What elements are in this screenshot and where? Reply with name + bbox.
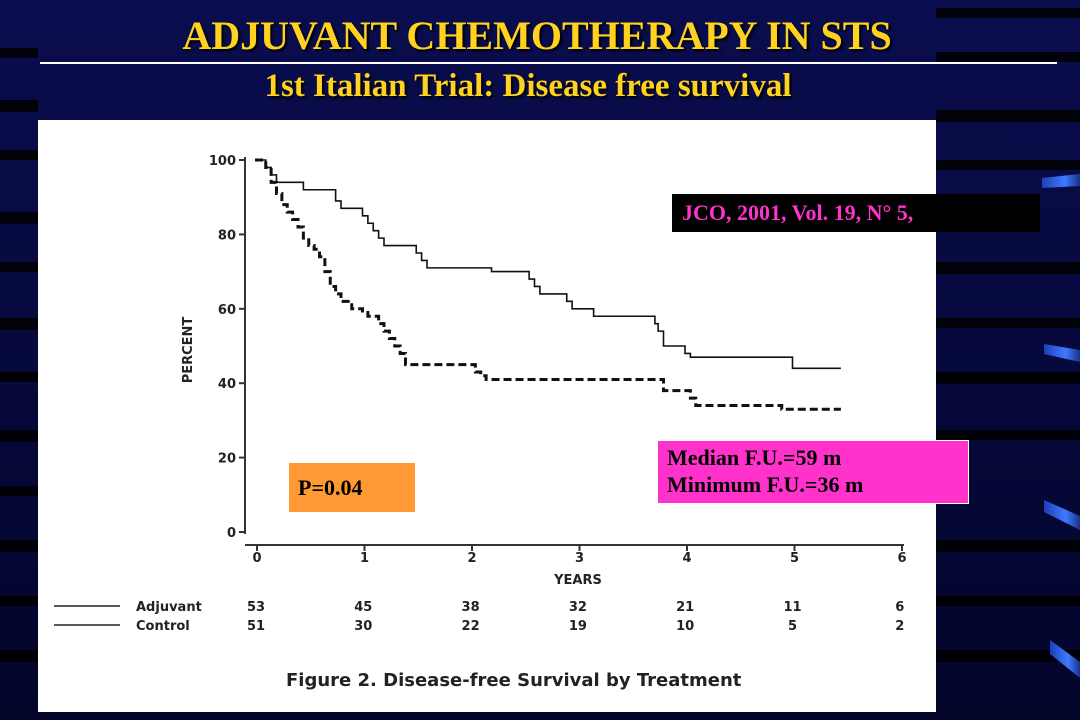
at-risk-value: 11 <box>783 600 801 615</box>
title-divider <box>40 62 1057 64</box>
at-risk-value: 22 <box>462 619 480 634</box>
at-risk-value: 38 <box>462 600 480 615</box>
at-risk-row-label: Control <box>136 619 190 634</box>
p-value-label: P=0.04 <box>289 463 415 512</box>
slide-title: ADJUVANT CHEMOTHERAPY IN STS <box>182 13 892 58</box>
at-risk-value: 53 <box>247 600 265 615</box>
x-tick-label: 1 <box>360 551 369 566</box>
slide-subtitle: 1st Italian Trial: Disease free survival <box>264 68 792 104</box>
x-tick-label: 2 <box>467 551 476 566</box>
x-tick-label: 5 <box>790 551 799 566</box>
x-tick-label: 3 <box>575 551 584 566</box>
at-risk-value: 10 <box>676 619 694 634</box>
right-stripes <box>936 8 1080 662</box>
y-axis-title: PERCENT <box>181 317 196 384</box>
citation-label: JCO, 2001, Vol. 19, N° 5, <box>672 194 1040 232</box>
y-tick-label: 20 <box>218 452 236 467</box>
at-risk-value: 30 <box>354 619 372 634</box>
at-risk-value: 32 <box>569 600 587 615</box>
survival-curve-adjuvant <box>255 159 841 370</box>
at-risk-value: 6 <box>895 600 904 615</box>
left-stripes <box>0 48 38 662</box>
at-risk-value: 5 <box>788 619 797 634</box>
x-tick-label: 4 <box>682 551 691 566</box>
y-tick-label: 40 <box>218 377 236 392</box>
at-risk-row-label: Adjuvant <box>136 600 202 615</box>
followup-label: Median F.U.=59 m Minimum F.U.=36 m <box>657 440 969 504</box>
y-tick-label: 60 <box>218 303 236 318</box>
at-risk-value: 2 <box>895 619 904 634</box>
at-risk-value: 45 <box>354 600 372 615</box>
at-risk-value: 19 <box>569 619 587 634</box>
y-tick-label: 0 <box>227 526 236 541</box>
y-tick-label: 100 <box>209 154 236 169</box>
y-tick-label: 80 <box>218 228 236 243</box>
blue-accent-bars <box>1042 174 1080 678</box>
figure-caption: Figure 2. Disease-free Survival by Treat… <box>286 670 742 691</box>
at-risk-value: 21 <box>676 600 694 615</box>
minimum-followup-text: Minimum F.U.=36 m <box>667 472 864 497</box>
x-axis-title: YEARS <box>553 573 602 588</box>
median-followup-text: Median F.U.=59 m <box>667 445 842 470</box>
at-risk-value: 51 <box>247 619 265 634</box>
x-tick-label: 0 <box>252 551 261 566</box>
survival-curve-control <box>255 158 841 411</box>
x-tick-label: 6 <box>897 551 906 566</box>
